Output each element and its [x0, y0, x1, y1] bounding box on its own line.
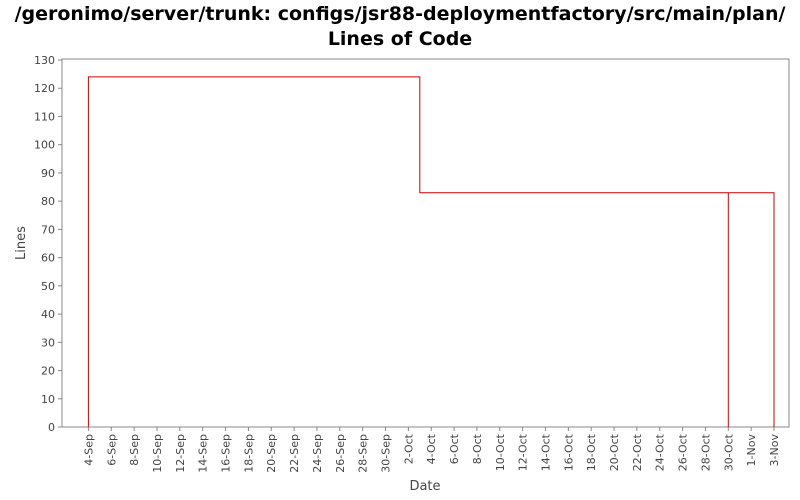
x-tick-label: 24-Sep: [311, 434, 324, 473]
x-tick-label: 14-Sep: [197, 434, 210, 473]
chart-title-line-2: Lines of Code: [327, 28, 473, 50]
x-axis-label: Date: [409, 479, 440, 494]
y-tick-label: 120: [34, 82, 55, 95]
x-tick-label: 18-Oct: [585, 433, 598, 471]
y-tick-label: 0: [48, 421, 55, 434]
x-tick-label: 4-Oct: [425, 433, 438, 464]
x-tick-label: 28-Oct: [699, 433, 712, 471]
x-tick-label: 24-Oct: [654, 433, 667, 471]
x-tick-label: 10-Sep: [151, 434, 164, 473]
x-tick-label: 18-Sep: [242, 434, 255, 473]
x-tick-label: 16-Oct: [562, 433, 575, 471]
y-axis: 0 10 20 30 40 50 60 70 80 90 100 110 120 130: [34, 54, 62, 434]
y-tick-label: 40: [41, 308, 55, 321]
y-tick-label: 10: [41, 393, 55, 406]
x-tick-label: 10-Oct: [494, 433, 507, 471]
y-tick-label: 30: [41, 336, 55, 349]
x-tick-label: 8-Oct: [471, 433, 484, 464]
x-tick-label: 6-Sep: [105, 434, 118, 466]
x-tick-label: 12-Oct: [517, 433, 530, 471]
x-tick-label: 20-Oct: [608, 433, 621, 471]
x-tick-label: 2-Oct: [402, 433, 415, 464]
x-tick-label: 28-Sep: [357, 434, 370, 473]
x-axis: 4-Sep 6-Sep 8-Sep 10-Sep 12-Sep 14-Sep 16-Sep 1…: [82, 427, 781, 473]
y-axis-label: Lines: [14, 226, 29, 260]
lines-series-line: [87, 76, 775, 427]
x-tick-label: 4-Sep: [82, 434, 95, 466]
plot-area: [61, 58, 790, 428]
x-tick-label: 12-Sep: [174, 434, 187, 473]
x-tick-label: 6-Oct: [448, 433, 461, 464]
x-tick-label: 30-Oct: [722, 433, 735, 471]
x-tick-label: 26-Sep: [334, 434, 347, 473]
y-tick-label: 110: [34, 110, 55, 123]
x-tick-label: 16-Sep: [220, 434, 233, 473]
x-tick-label: 30-Sep: [380, 434, 393, 473]
y-tick-label: 90: [41, 167, 55, 180]
y-tick-label: 50: [41, 280, 55, 293]
x-tick-label: 3-Nov: [768, 434, 781, 467]
x-tick-label: 22-Oct: [631, 433, 644, 471]
y-tick-label: 130: [34, 54, 55, 67]
chart-title-line-1: /geronimo/server/trunk: configs/jsr88-de…: [14, 3, 786, 25]
x-tick-label: 26-Oct: [677, 433, 690, 471]
y-tick-label: 20: [41, 365, 55, 378]
y-tick-label: 60: [41, 252, 55, 265]
y-tick-label: 70: [41, 223, 55, 236]
series-layer: [87, 76, 775, 427]
y-tick-label: 100: [34, 139, 55, 152]
x-tick-label: 14-Oct: [539, 433, 552, 471]
x-tick-label: 22-Sep: [288, 434, 301, 473]
x-tick-label: 20-Sep: [265, 434, 278, 473]
x-tick-label: 8-Sep: [128, 434, 141, 466]
x-tick-label: 1-Nov: [745, 434, 758, 467]
chart-title: /geronimo/server/trunk: configs/jsr88-de…: [0, 2, 800, 52]
y-tick-label: 80: [41, 195, 55, 208]
